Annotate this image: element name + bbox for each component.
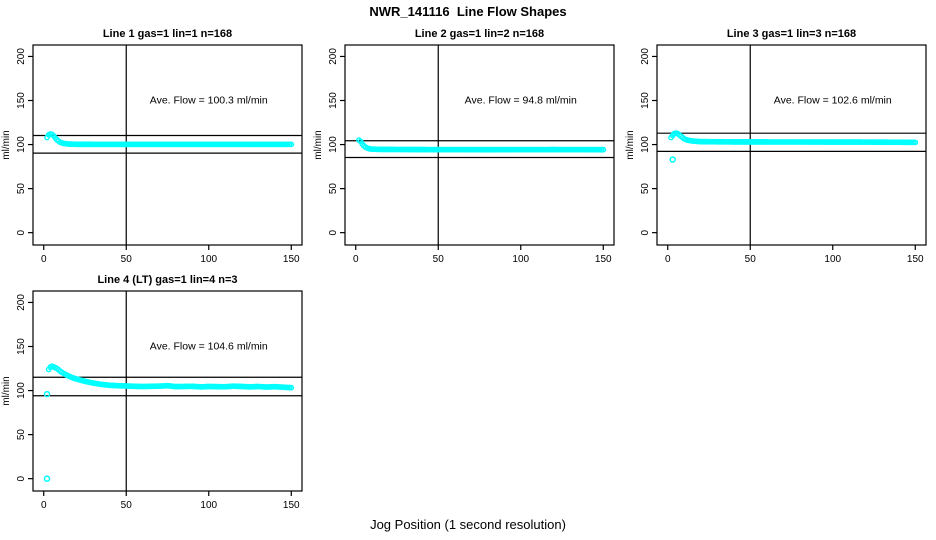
svg-text:150: 150 [640, 92, 651, 109]
y-axis-title: ml/min [1, 130, 12, 159]
x-axis: 0 50 100 150 [41, 245, 300, 265]
y-axis-title: ml/min [313, 130, 324, 159]
svg-text:Ave. Flow = 102.6 ml/min: Ave. Flow = 102.6 ml/min [774, 95, 892, 107]
data-points [44, 131, 295, 148]
y-axis-title: ml/min [1, 376, 12, 405]
svg-text:200: 200 [328, 48, 339, 65]
panel-line-3: Line 3 gas=1 lin=3 n=168 0 50 100 150 0 50 100 1… [624, 22, 936, 268]
svg-text:0: 0 [16, 475, 27, 481]
svg-text:0: 0 [16, 229, 27, 235]
svg-text:150: 150 [16, 338, 27, 355]
figure-title: NWR_141116 Line Flow Shapes [369, 4, 567, 19]
ave-flow-annotation: Ave. Flow = 94.8 ml/min [465, 95, 577, 107]
plot-svg: Line 4 (LT) gas=1 lin=4 n=3 0 50 100 150 0 50 1… [1, 274, 303, 511]
plot-svg: Line 3 gas=1 lin=3 n=168 0 50 100 150 0 50 100 1… [625, 28, 927, 265]
ave-flow-annotation: Ave. Flow = 100.3 ml/min [150, 95, 268, 107]
svg-text:100: 100 [200, 500, 217, 511]
y-axis: 0 50 100 150 200 [328, 48, 345, 235]
svg-text:50: 50 [16, 183, 27, 195]
svg-text:Line 3 gas=1 lin=3 n=168: Line 3 gas=1 lin=3 n=168 [727, 28, 856, 40]
x-axis: 0 50 100 150 [41, 491, 300, 511]
svg-text:150: 150 [595, 254, 612, 265]
svg-text:ml/min: ml/min [1, 130, 12, 159]
svg-text:100: 100 [512, 254, 529, 265]
y-axis: 0 50 100 150 200 [640, 48, 657, 235]
svg-text:200: 200 [16, 294, 27, 311]
panel-title: Line 3 gas=1 lin=3 n=168 [727, 28, 856, 40]
ref-lines [657, 132, 926, 152]
svg-text:150: 150 [328, 92, 339, 109]
svg-text:ml/min: ml/min [625, 130, 636, 159]
y-axis: 0 50 100 150 200 [16, 294, 33, 481]
svg-text:150: 150 [283, 500, 300, 511]
svg-text:0: 0 [41, 254, 47, 265]
x-axis: 0 50 100 150 [353, 245, 612, 265]
y-axis: 0 50 100 150 200 [16, 48, 33, 235]
panel-line-1: Line 1 gas=1 lin=1 n=168 0 50 100 150 0 50 100 1… [0, 22, 312, 268]
y-axis-title: ml/min [625, 130, 636, 159]
svg-text:50: 50 [745, 254, 757, 265]
svg-text:50: 50 [16, 429, 27, 441]
data-points [668, 130, 919, 146]
ref-lines [345, 140, 614, 159]
svg-text:Ave. Flow = 104.6 ml/min: Ave. Flow = 104.6 ml/min [150, 341, 268, 353]
svg-text:100: 100 [16, 382, 27, 399]
ave-flow-annotation: Ave. Flow = 102.6 ml/min [774, 95, 892, 107]
svg-text:50: 50 [121, 500, 133, 511]
ref-lines [33, 134, 302, 154]
ave-flow-annotation: Ave. Flow = 104.6 ml/min [150, 341, 268, 353]
svg-text:Line 1 gas=1 lin=1 n=168: Line 1 gas=1 lin=1 n=168 [103, 28, 232, 40]
svg-text:Line 2 gas=1 lin=2 n=168: Line 2 gas=1 lin=2 n=168 [415, 28, 544, 40]
svg-text:200: 200 [640, 48, 651, 65]
data-points [45, 363, 295, 391]
plot-frame [344, 44, 615, 246]
svg-text:Ave. Flow = 100.3 ml/min: Ave. Flow = 100.3 ml/min [150, 95, 268, 107]
svg-text:50: 50 [433, 254, 445, 265]
outlier-points [669, 156, 676, 163]
x-axis-label: Jog Position (1 second resolution) [370, 517, 566, 532]
panel-line-2: Line 2 gas=1 lin=2 n=168 0 50 100 150 0 50 100 1… [312, 22, 624, 268]
svg-text:100: 100 [640, 136, 651, 153]
svg-text:ml/min: ml/min [313, 130, 324, 159]
svg-text:100: 100 [824, 254, 841, 265]
svg-text:100: 100 [16, 136, 27, 153]
svg-text:50: 50 [121, 254, 133, 265]
panel-title: Line 4 (LT) gas=1 lin=4 n=3 [97, 274, 237, 286]
svg-text:0: 0 [328, 229, 339, 235]
panel-line-4: Line 4 (LT) gas=1 lin=4 n=3 0 50 100 150 0 50 1… [0, 268, 312, 514]
svg-text:100: 100 [328, 136, 339, 153]
svg-text:0: 0 [41, 500, 47, 511]
svg-text:50: 50 [328, 183, 339, 195]
svg-text:150: 150 [907, 254, 924, 265]
svg-text:100: 100 [200, 254, 217, 265]
x-axis: 0 50 100 150 [665, 245, 924, 265]
svg-text:0: 0 [665, 254, 671, 265]
svg-text:0: 0 [640, 229, 651, 235]
outlier-points [43, 390, 51, 482]
plot-svg: Line 2 gas=1 lin=2 n=168 0 50 100 150 0 50 100 1… [313, 28, 615, 265]
data-points [356, 137, 607, 153]
svg-text:Ave. Flow = 94.8 ml/min: Ave. Flow = 94.8 ml/min [465, 95, 577, 107]
svg-text:150: 150 [283, 254, 300, 265]
panel-title: Line 1 gas=1 lin=1 n=168 [103, 28, 232, 40]
panel-title: Line 2 gas=1 lin=2 n=168 [415, 28, 544, 40]
svg-text:Line 4 (LT) gas=1 lin=4 n=3: Line 4 (LT) gas=1 lin=4 n=3 [97, 274, 237, 286]
svg-text:0: 0 [353, 254, 359, 265]
svg-text:150: 150 [16, 92, 27, 109]
plot-svg: Line 1 gas=1 lin=1 n=168 0 50 100 150 0 50 100 1… [1, 28, 303, 265]
svg-text:50: 50 [640, 183, 651, 195]
plot-frame [32, 290, 303, 492]
svg-text:200: 200 [16, 48, 27, 65]
svg-text:ml/min: ml/min [1, 376, 12, 405]
